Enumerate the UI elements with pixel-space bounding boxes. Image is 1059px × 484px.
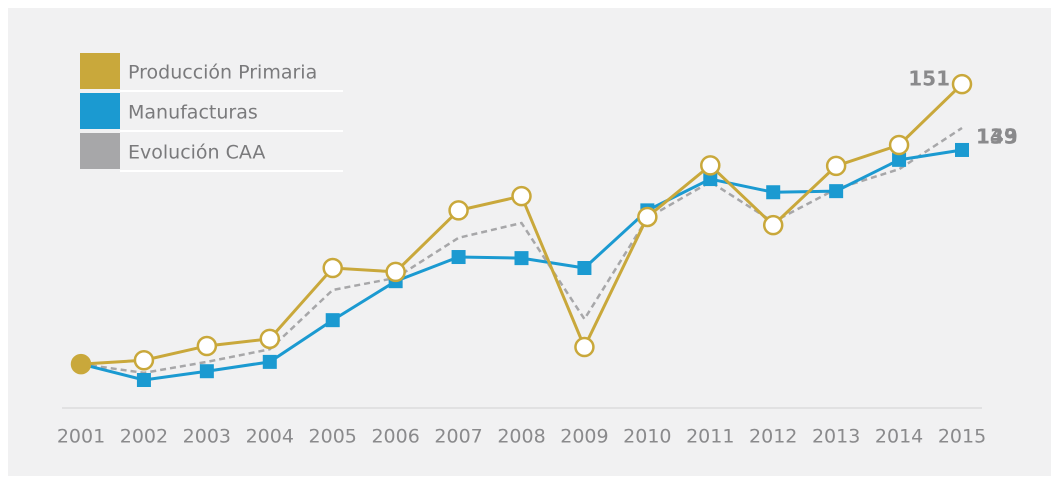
marker	[574, 336, 595, 358]
marker	[514, 251, 529, 266]
x-tick-label: 2012	[749, 426, 797, 448]
x-tick-label: 2008	[497, 426, 545, 448]
x-tick-label: 2014	[875, 426, 923, 448]
marker	[385, 261, 406, 283]
x-tick-label: 2009	[560, 426, 608, 448]
marker	[700, 155, 721, 176]
marker	[637, 206, 658, 228]
marker	[825, 155, 847, 177]
legend-label: Evolución CAA	[128, 142, 265, 164]
marker	[325, 313, 340, 328]
marker	[955, 142, 969, 157]
x-tick-label: 2013	[812, 426, 860, 448]
x-tick-label: 2005	[309, 426, 357, 448]
legend-swatch	[80, 93, 120, 129]
marker	[262, 354, 277, 369]
marker	[448, 200, 469, 221]
marker	[829, 184, 844, 199]
marker	[196, 335, 218, 357]
legend-label: Manufacturas	[128, 102, 258, 124]
x-tick-label: 2006	[371, 426, 419, 448]
marker	[133, 349, 155, 371]
data-label: 139	[976, 124, 1018, 148]
legend-swatch	[80, 133, 120, 169]
marker	[766, 185, 781, 200]
marker	[259, 328, 281, 350]
legend-label: Producción Primaria	[128, 62, 317, 84]
marker	[703, 172, 718, 187]
marker	[577, 261, 592, 276]
x-tick-label: 2003	[183, 426, 231, 448]
marker	[892, 152, 907, 167]
x-tick-label: 2011	[686, 426, 734, 448]
marker	[199, 364, 214, 379]
marker	[511, 185, 532, 207]
marker	[888, 134, 910, 156]
series-line	[80, 126, 963, 375]
x-tick-label: 2002	[120, 426, 168, 448]
marker	[451, 250, 466, 265]
background	[8, 8, 1051, 476]
marker	[762, 214, 784, 236]
marker	[322, 257, 343, 279]
x-tick-label: 2015	[938, 426, 986, 448]
x-tick-label: 2007	[434, 426, 482, 448]
marker	[951, 73, 973, 95]
marker	[70, 353, 92, 375]
data-label: 151	[908, 67, 950, 91]
x-tick-label: 2004	[246, 426, 294, 448]
marker	[136, 373, 151, 388]
legend-swatch	[80, 53, 120, 89]
x-tick-label: 2001	[57, 426, 105, 448]
data-label: 143	[976, 125, 1018, 149]
x-tick-label: 2010	[623, 426, 671, 448]
